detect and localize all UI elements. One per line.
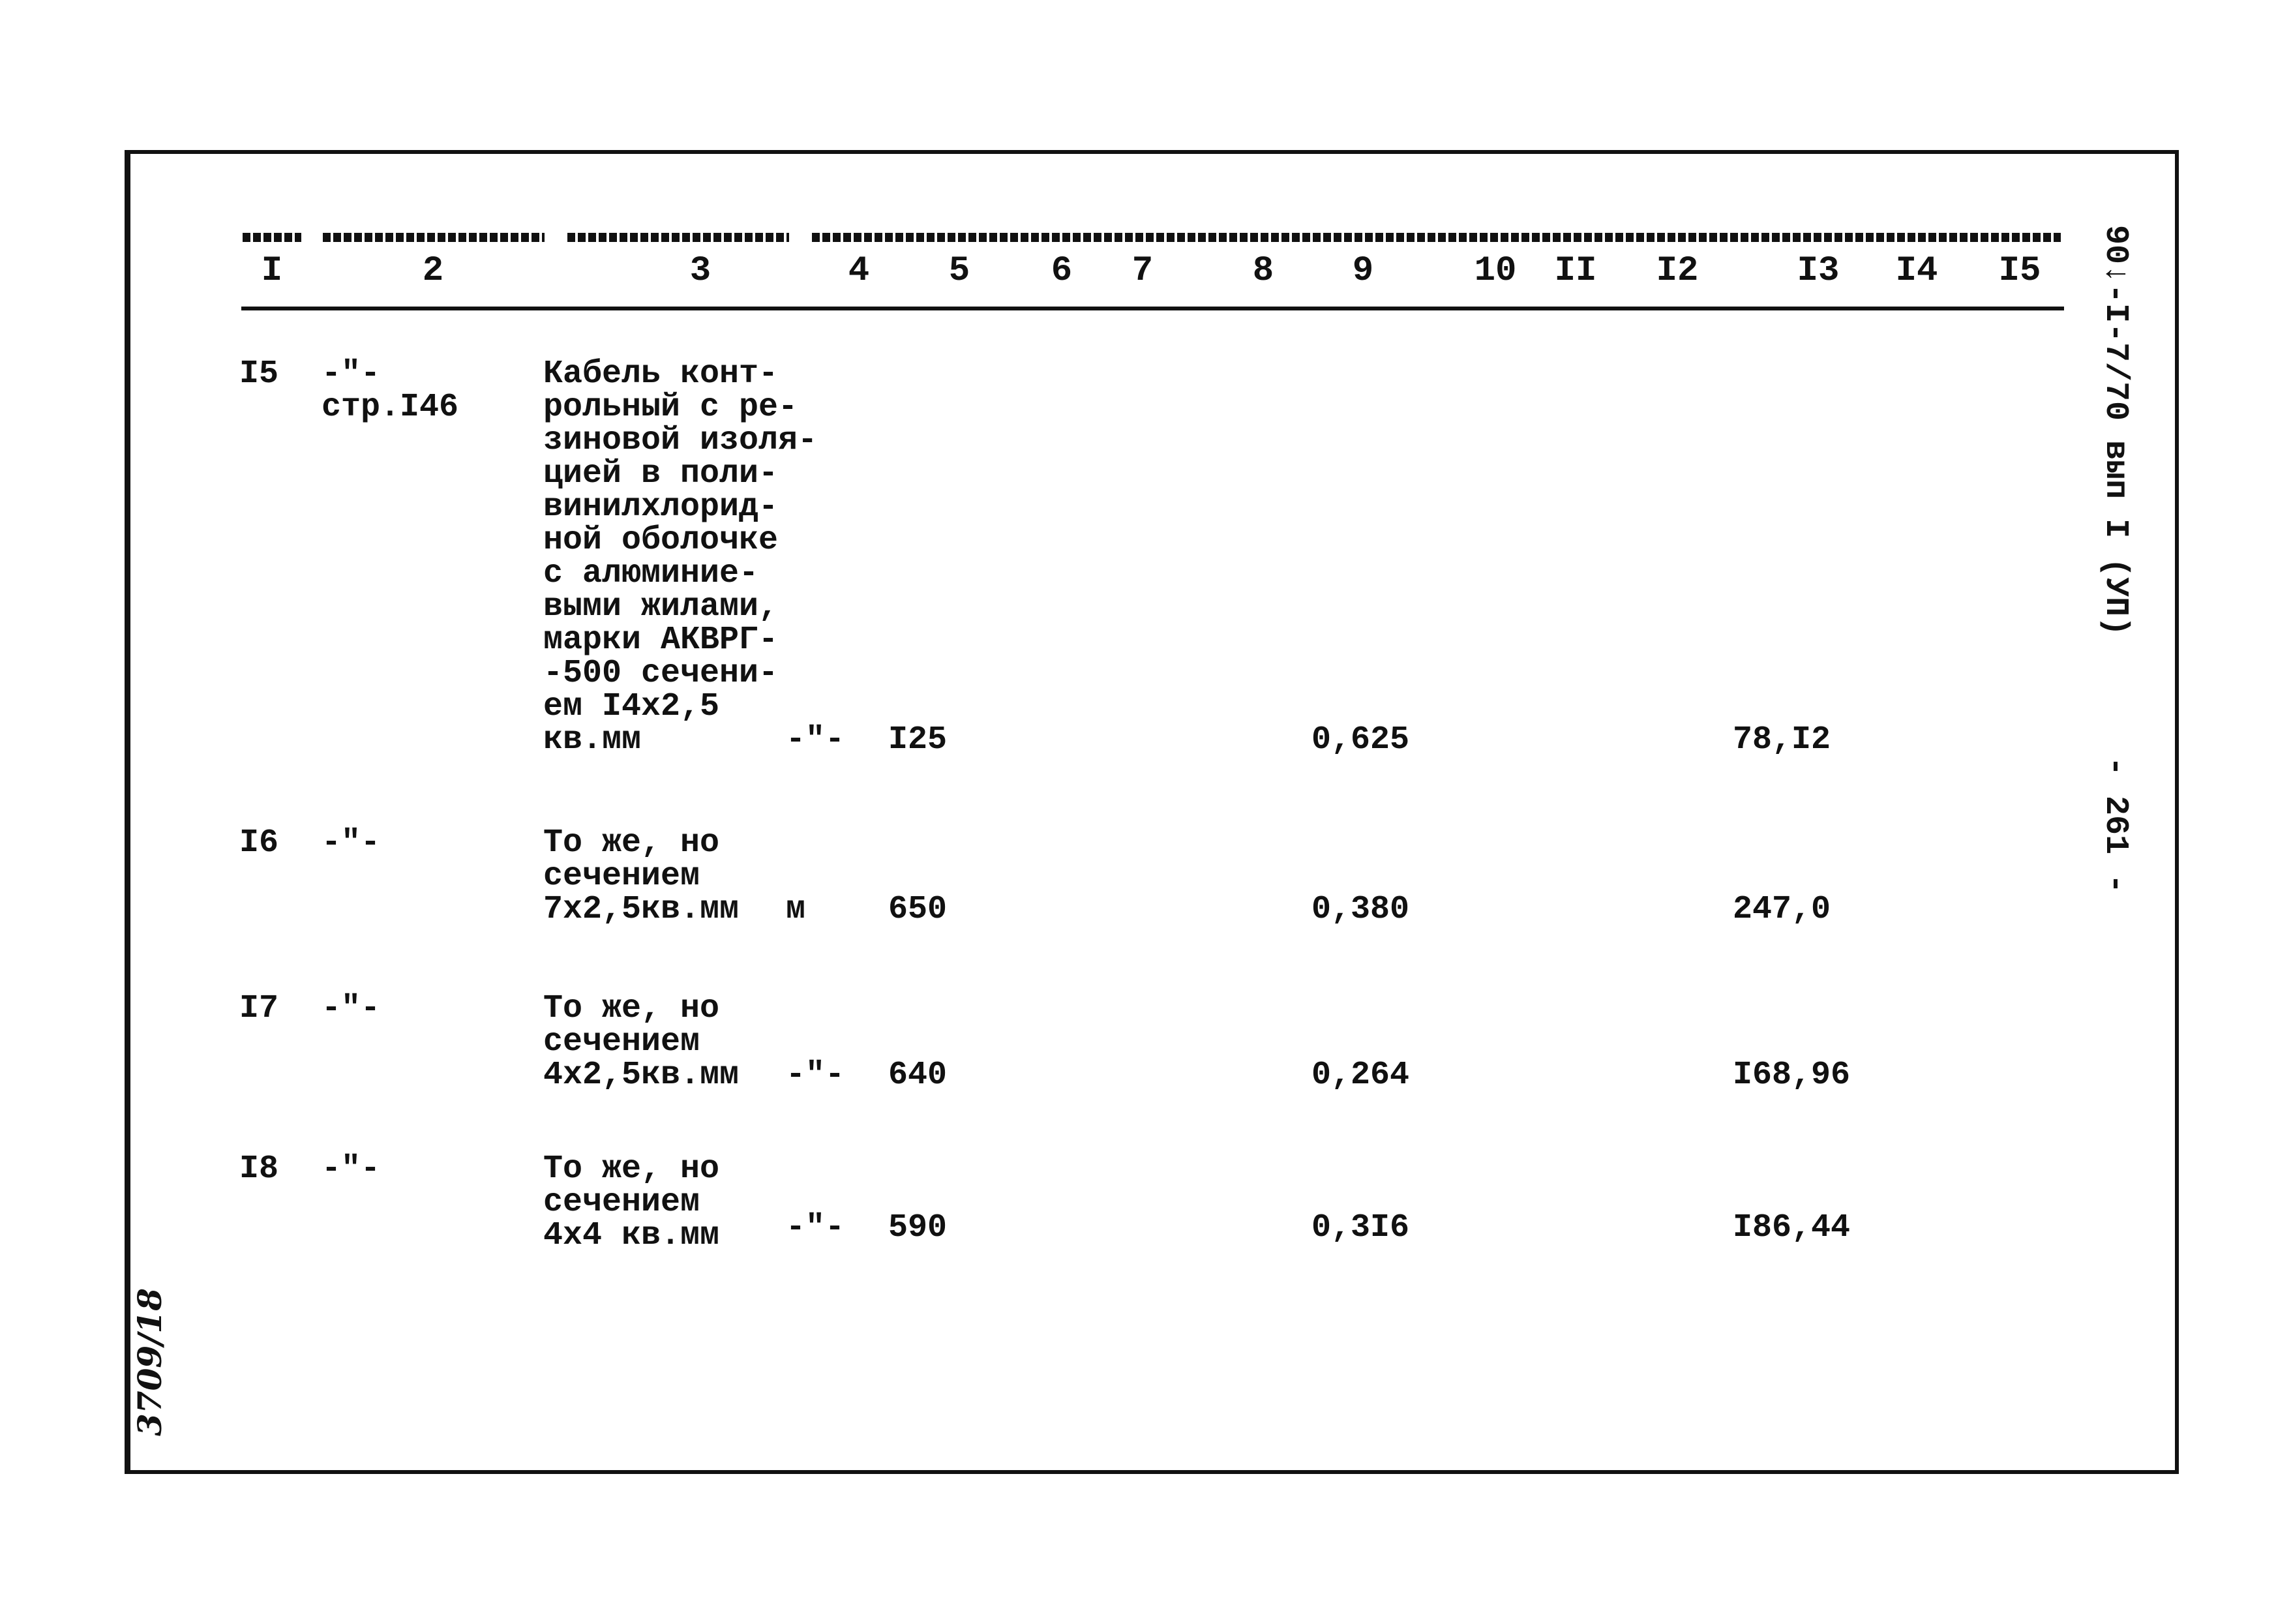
- row-unit: -"-: [786, 1209, 845, 1246]
- row-number: I6: [239, 824, 279, 862]
- row-quantity: 590: [888, 1209, 948, 1246]
- row-col9: 0,380: [1311, 891, 1410, 928]
- page-number: - 261 -: [2097, 757, 2134, 894]
- header-dashes: [243, 233, 301, 242]
- row-quantity: 650: [888, 891, 948, 928]
- row-description: То же, но сечением 4х4 кв.мм: [543, 1150, 720, 1254]
- row-description: Кабель конт- рольный с ре- зиновой изоля…: [543, 355, 818, 759]
- row-unit: -"-: [786, 1057, 845, 1094]
- col-header-14: I4: [1895, 251, 1938, 291]
- row-quantity: 640: [888, 1057, 948, 1094]
- col-header-15: I5: [1998, 251, 2041, 291]
- row-quantity: I25: [888, 721, 948, 759]
- row-col9: 0,625: [1311, 721, 1410, 759]
- handwritten-stamp: 3709/18: [130, 1288, 169, 1437]
- col-header-7: 7: [1131, 251, 1154, 291]
- col-header-9: 9: [1352, 251, 1374, 291]
- col-header-10: 10: [1474, 251, 1517, 291]
- row-reference: -"-: [322, 824, 381, 862]
- row-unit: -"-: [786, 721, 845, 759]
- row-col9: 0,3I6: [1311, 1209, 1410, 1246]
- col-header-6: 6: [1051, 251, 1073, 291]
- row-unit: м: [786, 891, 806, 928]
- side-document-code: 90↓-I-7/70 вып I (УП): [2097, 225, 2134, 637]
- row-number: I5: [239, 355, 279, 393]
- col-header-8: 8: [1252, 251, 1274, 291]
- header-rule: [241, 307, 2064, 310]
- row-col9: 0,264: [1311, 1057, 1410, 1094]
- row-description: То же, но сечением 7х2,5кв.мм: [543, 824, 740, 928]
- row-reference: -"-: [322, 990, 381, 1027]
- header-dashes: [567, 233, 789, 242]
- header-dashes: [323, 233, 545, 242]
- col-header-1: I: [261, 251, 283, 291]
- page-frame: [125, 150, 2179, 1474]
- col-header-2: 2: [422, 251, 444, 291]
- row-col13: I68,96: [1733, 1057, 1851, 1094]
- col-header-4: 4: [848, 251, 870, 291]
- col-header-5: 5: [948, 251, 970, 291]
- row-reference: -"-: [322, 1150, 381, 1188]
- row-number: I7: [239, 990, 279, 1027]
- col-header-13: I3: [1797, 251, 1840, 291]
- row-col13: I86,44: [1733, 1209, 1851, 1246]
- row-description: То же, но сечением 4х2,5кв.мм: [543, 990, 740, 1094]
- row-col13: 247,0: [1733, 891, 1831, 928]
- row-reference: -"- стр.I46: [322, 355, 459, 426]
- col-header-12: I2: [1656, 251, 1699, 291]
- row-number: I8: [239, 1150, 279, 1188]
- row-col13: 78,I2: [1733, 721, 1831, 759]
- header-dashes: [812, 233, 2061, 242]
- col-header-3: 3: [689, 251, 711, 291]
- col-header-11: II: [1554, 251, 1597, 291]
